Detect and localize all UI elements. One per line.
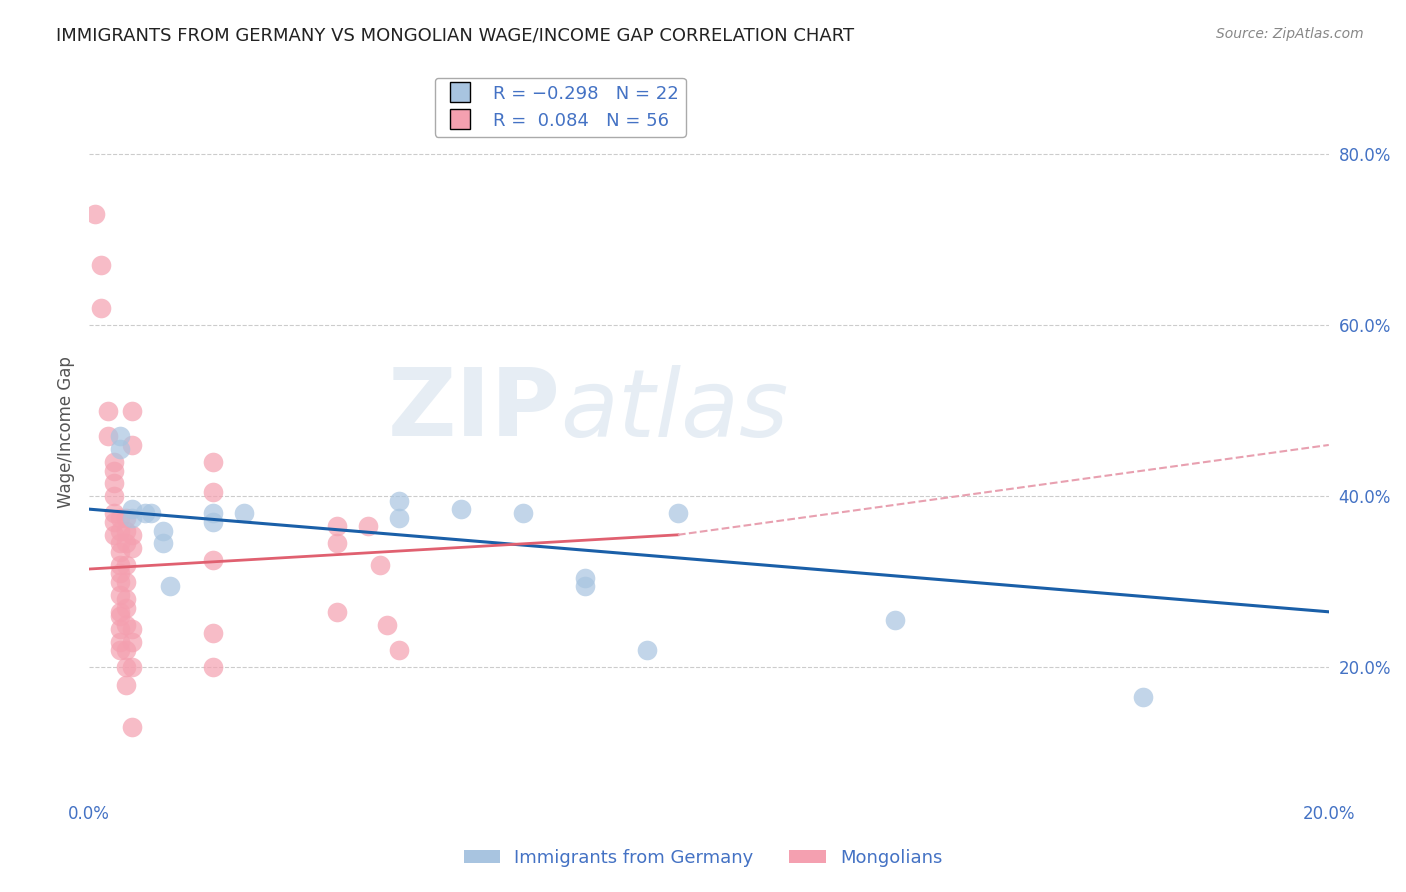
Legend: Immigrants from Germany, Mongolians: Immigrants from Germany, Mongolians [457, 842, 949, 874]
Point [152, 536, 174, 550]
Point [233, 507, 256, 521]
Text: atlas: atlas [560, 365, 789, 456]
Point [636, 643, 658, 657]
Text: ZIP: ZIP [387, 364, 560, 457]
Point [357, 519, 380, 533]
Point [115, 660, 138, 674]
Point [159, 579, 181, 593]
Point [108, 605, 131, 619]
Point [115, 591, 138, 606]
Point [121, 720, 143, 734]
Point [202, 485, 225, 500]
Point [84, 207, 107, 221]
Point [375, 617, 398, 632]
Point [326, 605, 349, 619]
Point [103, 476, 125, 491]
Point [90, 301, 112, 315]
Point [1132, 690, 1154, 705]
Point [370, 558, 392, 572]
Point [108, 622, 131, 636]
Point [388, 510, 411, 524]
Point [115, 574, 138, 589]
Point [574, 579, 596, 593]
Point [115, 510, 138, 524]
Point [108, 609, 131, 624]
Point [450, 502, 472, 516]
Point [108, 634, 131, 648]
Point [115, 677, 138, 691]
Point [121, 634, 143, 648]
Legend: R = −0.298   N = 22, R =  0.084   N = 56: R = −0.298 N = 22, R = 0.084 N = 56 [434, 78, 686, 137]
Point [115, 643, 138, 657]
Point [108, 643, 131, 657]
Point [202, 626, 225, 640]
Point [512, 507, 534, 521]
Point [388, 493, 411, 508]
Point [103, 464, 125, 478]
Point [574, 571, 596, 585]
Point [108, 545, 131, 559]
Point [883, 613, 905, 627]
Point [108, 558, 131, 572]
Point [121, 510, 143, 524]
Point [121, 541, 143, 555]
Point [115, 558, 138, 572]
Point [108, 566, 131, 581]
Point [108, 574, 131, 589]
Point [121, 438, 143, 452]
Point [115, 524, 138, 538]
Point [108, 524, 131, 538]
Point [121, 660, 143, 674]
Point [202, 660, 225, 674]
Point [121, 403, 143, 417]
Point [115, 617, 138, 632]
Point [121, 622, 143, 636]
Point [121, 528, 143, 542]
Point [326, 536, 349, 550]
Point [108, 429, 131, 443]
Point [90, 258, 112, 272]
Point [108, 536, 131, 550]
Point [97, 403, 120, 417]
Point [103, 528, 125, 542]
Point [115, 536, 138, 550]
Point [108, 588, 131, 602]
Point [202, 455, 225, 469]
Point [134, 507, 156, 521]
Point [152, 524, 174, 538]
Point [139, 507, 162, 521]
Point [202, 515, 225, 529]
Point [666, 507, 689, 521]
Point [103, 515, 125, 529]
Point [103, 489, 125, 503]
Text: IMMIGRANTS FROM GERMANY VS MONGOLIAN WAGE/INCOME GAP CORRELATION CHART: IMMIGRANTS FROM GERMANY VS MONGOLIAN WAG… [56, 27, 855, 45]
Point [202, 553, 225, 567]
Point [326, 519, 349, 533]
Point [108, 442, 131, 457]
Point [388, 643, 411, 657]
Point [97, 429, 120, 443]
Point [108, 510, 131, 524]
Point [103, 455, 125, 469]
Text: Source: ZipAtlas.com: Source: ZipAtlas.com [1216, 27, 1364, 41]
Point [121, 502, 143, 516]
Point [202, 507, 225, 521]
Point [115, 600, 138, 615]
Y-axis label: Wage/Income Gap: Wage/Income Gap [58, 356, 75, 508]
Point [103, 507, 125, 521]
